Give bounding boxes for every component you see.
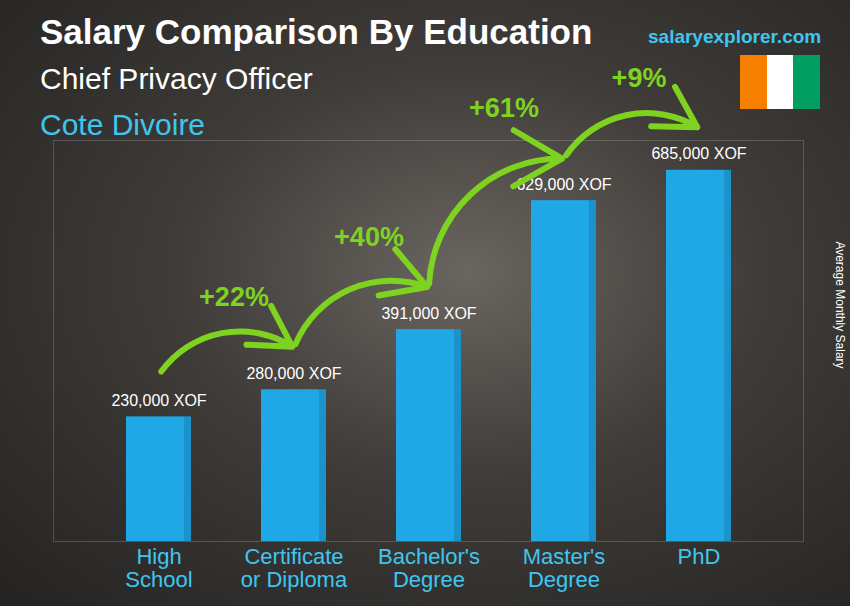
svg-text:Bachelor'sDegree: Bachelor'sDegree: [378, 544, 480, 592]
svg-text:230,000 XOF: 230,000 XOF: [111, 392, 206, 409]
svg-text:Certificateor Diploma: Certificateor Diploma: [241, 544, 348, 592]
html-text:Salary Comparison By Education: Salary Comparison By Education: [40, 12, 593, 51]
svg-text:+61%: +61%: [469, 93, 539, 123]
html-text:Average Monthly Salary: Average Monthly Salary: [833, 241, 847, 369]
svg-text:629,000 XOF: 629,000 XOF: [516, 175, 612, 193]
svg-text:280,000 XOF: 280,000 XOF: [246, 365, 341, 382]
svg-text:+40%: +40%: [334, 222, 404, 252]
html-text:salaryexplorer.com: salaryexplorer.com: [648, 26, 822, 47]
svg-text:391,000 XOF: 391,000 XOF: [381, 305, 476, 322]
html-text:Cote Divoire: Cote Divoire: [40, 108, 206, 141]
svg-text:+22%: +22%: [199, 282, 269, 312]
svg-text:PhD: PhD: [678, 544, 721, 569]
svg-text:Master'sDegree: Master'sDegree: [523, 544, 605, 592]
svg-text:+9%: +9%: [612, 63, 667, 93]
svg-text:685,000 XOF: 685,000 XOF: [651, 145, 746, 162]
html-text:Chief Privacy Officer: Chief Privacy Officer: [40, 62, 313, 95]
svg-text:HighSchool: HighSchool: [125, 544, 192, 592]
